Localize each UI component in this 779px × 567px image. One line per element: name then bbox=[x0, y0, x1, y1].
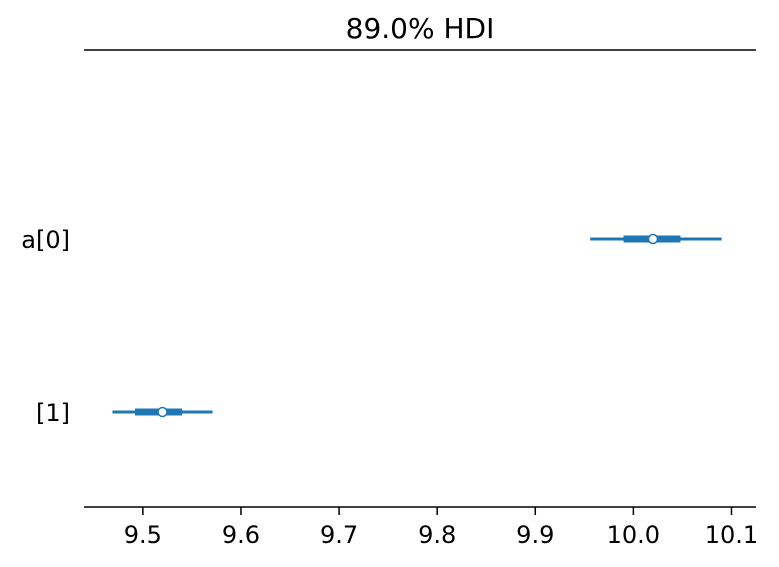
forest-rows: a[0] [1] bbox=[21, 226, 722, 427]
x-tick-label: 10.1 bbox=[705, 521, 758, 549]
median-marker bbox=[157, 406, 168, 418]
x-tick-label: 9.8 bbox=[418, 521, 456, 549]
median-marker bbox=[647, 233, 659, 245]
chart-title: 89.0% HDI bbox=[346, 12, 495, 45]
x-tick-label: 9.9 bbox=[516, 521, 554, 549]
x-tick-label: 9.5 bbox=[124, 521, 162, 549]
forest-row: a[0] bbox=[21, 226, 722, 254]
x-tick-label: 9.7 bbox=[320, 521, 358, 549]
x-axis-ticks: 9.5 9.6 9.7 9.8 9.9 10.0 10.1 bbox=[124, 507, 758, 549]
x-tick-label: 9.6 bbox=[222, 521, 260, 549]
x-tick-label: 10.0 bbox=[607, 521, 660, 549]
forest-row: [1] bbox=[36, 399, 213, 427]
row-label: [1] bbox=[36, 399, 70, 427]
row-label: a[0] bbox=[21, 226, 70, 254]
